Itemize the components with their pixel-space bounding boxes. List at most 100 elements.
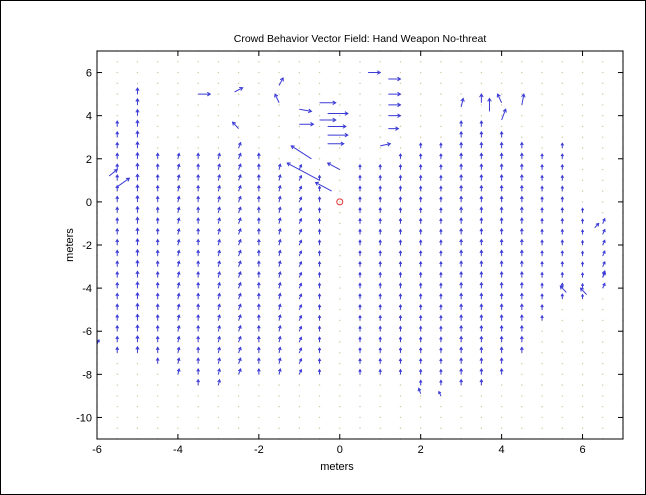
grid-dot <box>440 125 442 128</box>
grid-dot <box>136 384 139 386</box>
grid-dot <box>298 114 301 117</box>
vector-arrow <box>418 228 423 235</box>
grid-dot <box>561 395 564 397</box>
grid-dot <box>561 82 564 85</box>
grid-dot <box>339 330 341 332</box>
vector-arrow <box>479 184 484 192</box>
grid-dot <box>561 71 564 74</box>
grid-dot <box>339 244 341 246</box>
grid-dot <box>156 373 159 376</box>
vector-arrow <box>479 292 484 299</box>
vector-arrow <box>479 270 484 278</box>
grid-dot <box>156 416 159 419</box>
vector-arrow <box>519 184 524 192</box>
grid-dot <box>116 362 118 365</box>
grid-dot <box>460 405 462 408</box>
grid-dot <box>339 114 341 117</box>
x-tick-label: -6 <box>92 444 102 456</box>
vector-arrow <box>155 314 160 321</box>
vector-arrow <box>298 185 303 192</box>
vector-arrow <box>580 261 585 267</box>
grid-dot <box>339 319 341 322</box>
vector-arrow <box>317 325 322 332</box>
vector-arrow <box>237 227 242 235</box>
origin-marker <box>336 198 344 206</box>
vector-arrow <box>298 271 303 278</box>
grid-dot <box>602 190 604 192</box>
x-tick-label: -4 <box>173 444 183 456</box>
grid-dot <box>521 427 523 429</box>
grid-dot <box>258 147 260 149</box>
vector-arrow <box>176 367 181 375</box>
vector-arrow <box>439 239 443 245</box>
vector-arrow <box>298 357 303 364</box>
grid-dot <box>339 211 341 214</box>
vector-arrow <box>299 108 313 114</box>
vector-arrow <box>290 145 312 160</box>
grid-dot <box>440 104 442 106</box>
vector-arrow <box>438 390 442 397</box>
grid-dot <box>419 71 422 74</box>
vector-arrow <box>439 206 443 213</box>
vector-arrow <box>217 281 221 289</box>
vector-arrow <box>439 347 443 353</box>
y-tick-label: -10 <box>76 412 92 424</box>
grid-dot <box>318 384 321 386</box>
grid-dot <box>460 71 462 74</box>
grid-dot <box>359 405 361 408</box>
grid-dot <box>602 61 604 63</box>
vector-arrow <box>217 260 221 267</box>
vector-arrow <box>496 93 503 103</box>
vector-arrow <box>217 378 221 386</box>
vector-arrow <box>378 282 382 289</box>
vector-arrow <box>176 173 181 181</box>
vector-arrow <box>378 174 382 181</box>
grid-dot <box>581 352 584 354</box>
vector-arrow <box>115 335 120 342</box>
vector-arrow <box>237 217 242 224</box>
vector-arrow <box>560 163 565 170</box>
grid-dot <box>521 384 523 386</box>
vector-arrow <box>298 293 303 300</box>
vector-arrow <box>398 206 403 213</box>
vector-arrow <box>176 217 181 224</box>
grid-dot <box>177 405 179 408</box>
vector-arrow <box>217 303 221 310</box>
vector-arrow <box>418 206 423 213</box>
vector-arrow <box>217 238 221 246</box>
x-tick-label: 2 <box>418 444 424 456</box>
grid-dot <box>177 125 179 128</box>
grid-dot <box>521 93 523 95</box>
grid-dot <box>500 384 503 386</box>
vector-arrow <box>135 227 140 235</box>
grid-dot <box>602 405 604 408</box>
grid-dot <box>561 61 564 63</box>
vector-arrow <box>398 293 403 299</box>
vector-arrow <box>256 173 261 181</box>
grid-dot <box>116 61 118 63</box>
grid-dot <box>116 93 118 95</box>
grid-dot <box>278 71 280 74</box>
vector-arrow <box>499 130 504 138</box>
vector-arrow <box>519 314 524 321</box>
vector-arrow <box>298 163 303 170</box>
vector-arrow <box>594 222 600 229</box>
grid-dot <box>521 61 523 63</box>
vector-arrow <box>277 324 282 332</box>
grid-dot <box>339 201 341 203</box>
vector-arrow <box>418 153 423 159</box>
grid-dot <box>581 190 584 192</box>
grid-dot <box>197 114 199 117</box>
vector-arrow <box>196 314 201 321</box>
grid-dot <box>521 82 523 85</box>
grid-dot <box>500 71 503 74</box>
grid-dot <box>237 82 240 85</box>
vector-arrow <box>231 121 239 129</box>
grid-dot <box>500 416 503 419</box>
vector-arrow <box>115 130 120 138</box>
vector-arrow <box>256 357 261 364</box>
vector-arrow <box>540 260 544 267</box>
vector-arrow <box>378 196 382 202</box>
vector-arrow <box>298 250 303 256</box>
